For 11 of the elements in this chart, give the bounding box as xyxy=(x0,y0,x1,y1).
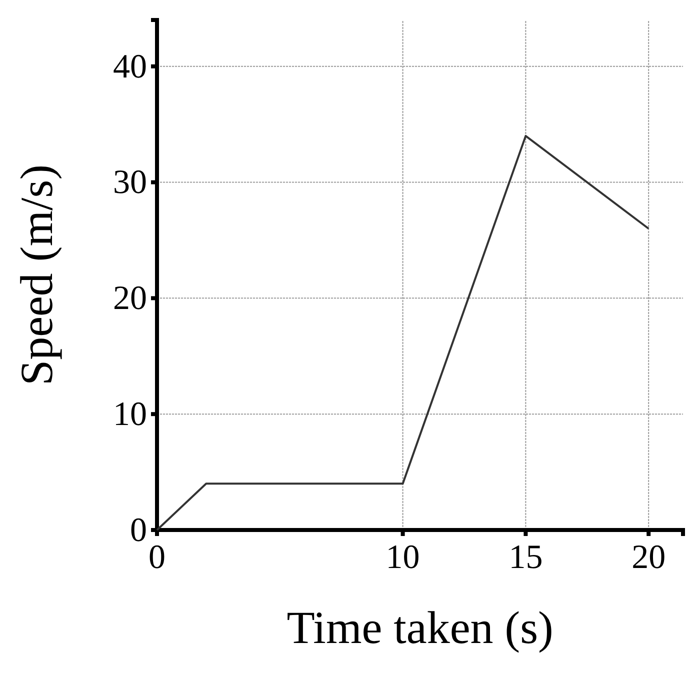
y-tick-label: 20 xyxy=(113,280,147,318)
line-series xyxy=(156,134,650,531)
y-tick-label: 40 xyxy=(113,48,147,86)
y-tick-label: 30 xyxy=(113,164,147,202)
y-axis-title: Speed (m/s) xyxy=(11,164,62,386)
x-tick-label: 15 xyxy=(508,539,543,576)
x-tick-label: 10 xyxy=(386,539,420,576)
x-axis-title: Time taken (s) xyxy=(286,602,554,653)
y-tick-label: 0 xyxy=(130,512,147,549)
x-tick-label: 20 xyxy=(632,539,666,576)
y-tick-label: 10 xyxy=(113,396,147,433)
